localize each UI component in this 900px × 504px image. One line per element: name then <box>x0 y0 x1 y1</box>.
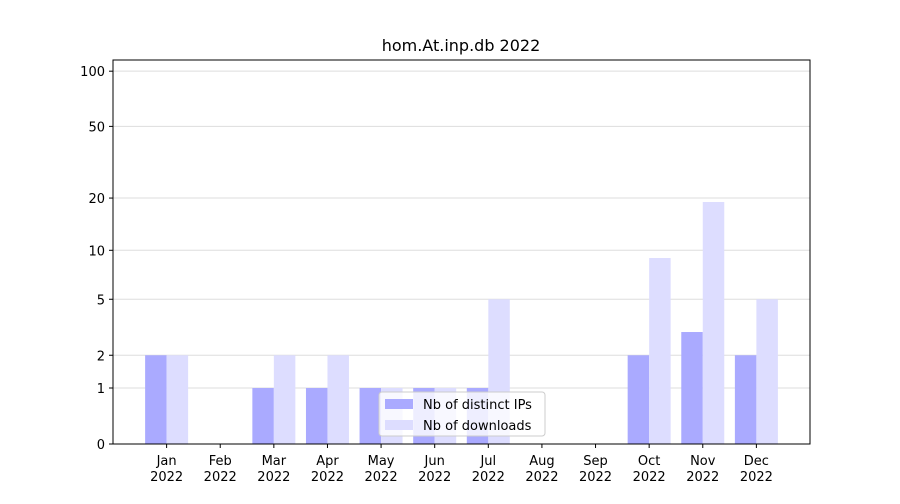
x-tick-label: Oct 2022 <box>633 454 666 485</box>
x-tick-label: Sep 2022 <box>579 454 612 485</box>
bar <box>359 388 382 444</box>
y-tick-label: 20 <box>88 192 105 207</box>
plot-frame <box>112 59 811 445</box>
y-tick-label: 10 <box>88 244 105 259</box>
x-tick-label: Dec 2022 <box>740 454 773 485</box>
y-tick-label: 2 <box>97 349 105 364</box>
y-tick-label: 100 <box>80 65 105 80</box>
x-tick-label: May 2022 <box>365 454 398 485</box>
bar <box>734 355 757 444</box>
x-tick-label: Feb 2022 <box>204 454 237 485</box>
legend-box <box>378 391 546 437</box>
bar <box>252 388 274 444</box>
x-tick-label: Nov 2022 <box>686 454 719 485</box>
bar <box>305 388 328 444</box>
bar <box>649 257 671 444</box>
y-tick-label: 1 <box>97 382 105 397</box>
y-tick-label: 50 <box>88 120 105 135</box>
chart-title: hom.At.inp.db 2022 <box>382 36 541 55</box>
bar <box>145 355 167 444</box>
x-tick-label: Aug 2022 <box>525 454 558 485</box>
y-tick-label: 5 <box>97 293 105 308</box>
x-tick-label: Jun 2022 <box>418 454 451 485</box>
x-tick-label: Apr 2022 <box>311 454 344 485</box>
bar <box>702 202 725 444</box>
legend-swatch <box>385 399 413 409</box>
x-tick-label: Jul 2022 <box>472 454 505 485</box>
bar <box>681 332 703 444</box>
bar <box>327 355 349 444</box>
legend-label: Nb of distinct IPs <box>423 398 532 413</box>
bar <box>627 355 650 444</box>
bar <box>166 355 189 444</box>
x-tick-label: Mar 2022 <box>257 454 290 485</box>
bar <box>756 299 778 444</box>
legend-label: Nb of downloads <box>423 419 532 434</box>
legend-swatch <box>385 420 413 430</box>
x-tick-label: Jan 2022 <box>150 454 183 485</box>
bar <box>273 355 296 444</box>
y-tick-label: 0 <box>97 438 105 453</box>
